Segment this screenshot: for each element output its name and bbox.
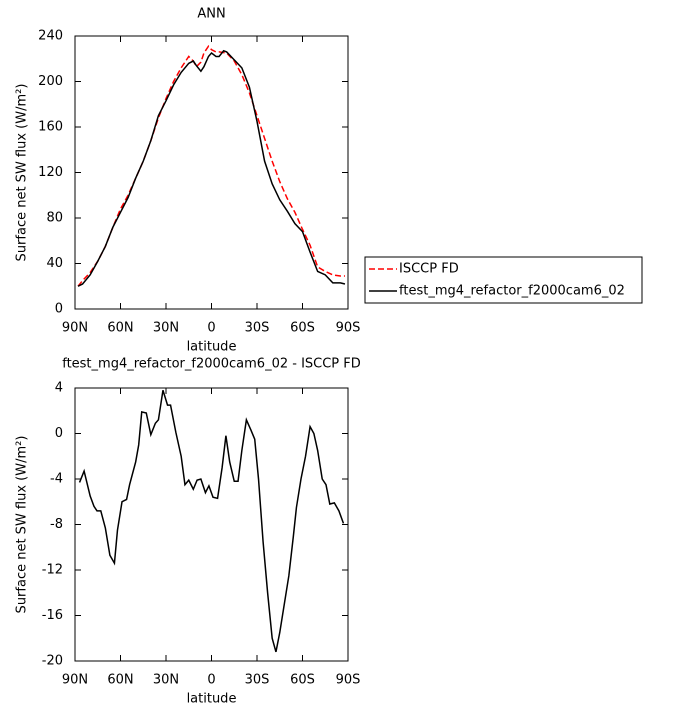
x-tick-label: 60S (290, 673, 315, 688)
y-tick-label: -12 (42, 563, 63, 578)
y-tick-label: 120 (38, 165, 63, 180)
x-tick-label: 30N (153, 673, 179, 688)
y-tick-label: 160 (38, 120, 63, 135)
y-tick-label: 0 (55, 302, 63, 317)
chart-title: ftest_mg4_refactor_f2000cam6_02 - ISCCP … (62, 357, 361, 372)
chart-title: ANN (197, 7, 225, 22)
data-line (78, 390, 345, 653)
y-tick-label: 200 (38, 74, 63, 89)
plot-frame (74, 387, 349, 662)
x-tick-label: 0 (207, 673, 215, 688)
x-tick-label: 60N (107, 673, 133, 688)
data-line (77, 45, 345, 287)
x-axis-label: latitude (187, 692, 237, 707)
x-tick-label: 30N (153, 321, 179, 336)
y-tick-label: 0 (55, 426, 63, 441)
legend-label: ftest_mg4_refactor_f2000cam6_02 (399, 284, 625, 299)
x-tick-label: 90S (336, 321, 361, 336)
y-tick-label: 240 (38, 29, 63, 44)
x-tick-label: 90N (62, 673, 88, 688)
x-axis-label: latitude (187, 340, 237, 355)
y-axis-label: Surface net SW flux (W/m²) (15, 84, 30, 262)
y-tick-label: 80 (46, 211, 63, 226)
y-axis-label: Surface net SW flux (W/m²) (15, 436, 30, 614)
x-tick-label: 30S (245, 673, 270, 688)
plot-frame (74, 35, 349, 310)
x-tick-label: 90S (336, 673, 361, 688)
x-tick-label: 30S (245, 321, 270, 336)
data-line (77, 49, 346, 287)
x-tick-label: 60N (107, 321, 133, 336)
y-tick-label: -16 (42, 608, 63, 623)
x-tick-label: 60S (290, 321, 315, 336)
y-tick-label: 40 (46, 256, 63, 271)
y-tick-label: 4 (55, 381, 63, 396)
x-tick-label: 0 (207, 321, 215, 336)
y-tick-label: -20 (42, 654, 63, 669)
y-tick-label: -4 (50, 472, 63, 487)
y-tick-label: -8 (50, 517, 63, 532)
x-tick-label: 90N (62, 321, 88, 336)
legend-label: ISCCP FD (399, 262, 459, 277)
legend-box (364, 256, 643, 304)
